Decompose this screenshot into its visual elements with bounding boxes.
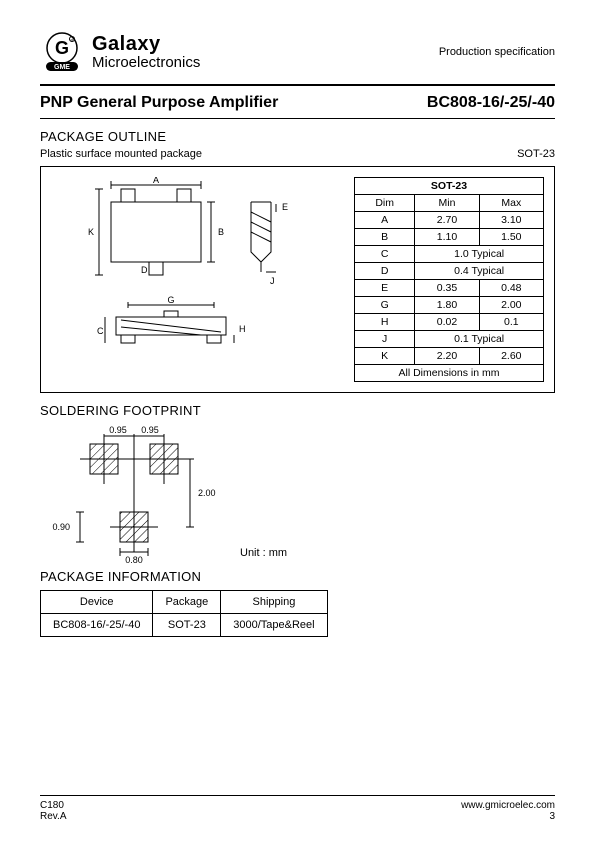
dim-row: K2.202.60 [355, 348, 544, 365]
svg-text:G: G [55, 38, 69, 58]
dim-row: D0.4 Typical [355, 263, 544, 280]
dim-row: B1.101.50 [355, 229, 544, 246]
svg-text:2.00: 2.00 [198, 488, 216, 498]
dim-cell-max: 0.48 [479, 280, 543, 297]
dim-head-min: Min [415, 195, 479, 212]
section-package-outline: PACKAGE OUTLINE [40, 129, 555, 144]
footer-rev: Rev.A [40, 811, 67, 822]
dim-cell-min: 0.35 [415, 280, 479, 297]
svg-text:GME: GME [54, 64, 70, 71]
dim-row: H0.020.1 [355, 314, 544, 331]
dim-cell-min: 2.20 [415, 348, 479, 365]
dim-head-max: Max [479, 195, 543, 212]
outline-subtitle-right: SOT-23 [517, 148, 555, 160]
dim-cell-min: 1.80 [415, 297, 479, 314]
svg-text:D: D [141, 265, 148, 275]
footer-doc-code: C180 [40, 800, 67, 811]
svg-text:E: E [282, 202, 288, 212]
svg-text:C: C [97, 326, 104, 336]
dim-row: C1.0 Typical [355, 246, 544, 263]
dim-cell-dim: J [355, 331, 415, 348]
spec-label: Production specification [439, 46, 555, 58]
brand-name-bottom: Microelectronics [92, 55, 200, 72]
dim-head-dim: Dim [355, 195, 415, 212]
dim-cell-dim: H [355, 314, 415, 331]
brand-logo-block: G R GME Galaxy Microelectronics [40, 30, 200, 74]
dim-cell-min: 1.10 [415, 229, 479, 246]
dim-cell-span: 0.1 Typical [415, 331, 544, 348]
pkg-row-shipping: 3000/Tape&Reel [221, 614, 327, 637]
dim-row: E0.350.48 [355, 280, 544, 297]
outline-subrow: Plastic surface mounted package SOT-23 [40, 148, 555, 160]
title-rule [40, 118, 555, 119]
svg-text:H: H [239, 324, 246, 334]
dim-table-caption: SOT-23 [355, 178, 544, 195]
svg-text:R: R [71, 38, 74, 43]
dim-cell-dim: C [355, 246, 415, 263]
dim-cell-dim: K [355, 348, 415, 365]
dim-cell-span: 1.0 Typical [415, 246, 544, 263]
dim-cell-max: 2.00 [479, 297, 543, 314]
dim-cell-max: 2.60 [479, 348, 543, 365]
product-title: PNP General Purpose Amplifier [40, 94, 278, 112]
pkg-head-package: Package [153, 591, 221, 614]
footer-page-number: 3 [461, 811, 555, 822]
footer-url: www.gmicroelec.com [461, 800, 555, 811]
header-rule [40, 84, 555, 86]
svg-text:G: G [167, 295, 174, 305]
dim-cell-dim: G [355, 297, 415, 314]
svg-text:A: A [153, 177, 159, 185]
dim-cell-dim: B [355, 229, 415, 246]
brand-text: Galaxy Microelectronics [92, 33, 200, 72]
page-header: G R GME Galaxy Microelectronics Producti… [40, 30, 555, 74]
pkg-head-shipping: Shipping [221, 591, 327, 614]
dim-cell-max: 1.50 [479, 229, 543, 246]
section-package-information: PACKAGE INFORMATION [40, 569, 555, 584]
svg-text:0.95: 0.95 [109, 425, 127, 435]
svg-text:0.90: 0.90 [52, 522, 70, 532]
pkg-row-device: BC808-16/-25/-40 [41, 614, 153, 637]
outline-figure: A K B D [51, 177, 334, 360]
svg-text:0.80: 0.80 [125, 555, 143, 564]
footer-left: C180 Rev.A [40, 800, 67, 822]
footer-right: www.gmicroelec.com 3 [461, 800, 555, 822]
package-info-table: Device Package Shipping BC808-16/-25/-40… [40, 590, 328, 637]
page-footer: C180 Rev.A www.gmicroelec.com 3 [40, 795, 555, 822]
dimension-table: SOT-23 Dim Min Max A2.703.10B1.101.50C1.… [354, 177, 544, 382]
brand-name-top: Galaxy [92, 33, 200, 55]
title-row: PNP General Purpose Amplifier BC808-16/-… [40, 94, 555, 112]
dim-cell-min: 2.70 [415, 212, 479, 229]
footprint-figure: 0.95 0.95 2.00 0.90 0.80 Unit : mm [40, 424, 555, 559]
outline-box: A K B D [40, 166, 555, 393]
dim-cell-span: 0.4 Typical [415, 263, 544, 280]
dim-table-footer: All Dimensions in mm [355, 365, 544, 382]
section-soldering-footprint: SOLDERING FOOTPRINT [40, 403, 555, 418]
part-number: BC808-16/-25/-40 [427, 94, 555, 112]
dim-row: A2.703.10 [355, 212, 544, 229]
dim-cell-min: 0.02 [415, 314, 479, 331]
outline-subtitle-left: Plastic surface mounted package [40, 148, 202, 160]
svg-text:J: J [270, 276, 275, 286]
svg-text:K: K [88, 227, 94, 237]
pkg-head-device: Device [41, 591, 153, 614]
dim-cell-max: 3.10 [479, 212, 543, 229]
dim-cell-max: 0.1 [479, 314, 543, 331]
dim-cell-dim: D [355, 263, 415, 280]
dim-cell-dim: E [355, 280, 415, 297]
dim-row: J0.1 Typical [355, 331, 544, 348]
brand-logo-mark: G R GME [40, 30, 84, 74]
svg-text:0.95: 0.95 [141, 425, 159, 435]
svg-text:B: B [218, 227, 224, 237]
pkg-row-package: SOT-23 [153, 614, 221, 637]
dim-cell-dim: A [355, 212, 415, 229]
dim-row: G1.802.00 [355, 297, 544, 314]
